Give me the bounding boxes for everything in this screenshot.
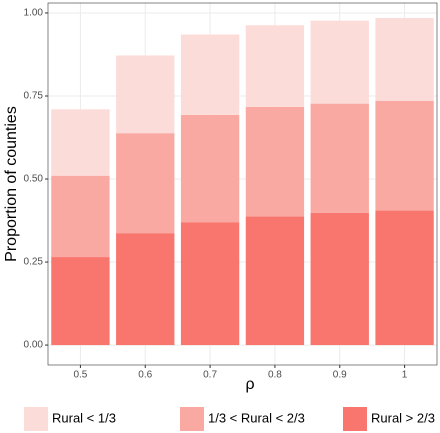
y-tick-label: 0.00: [24, 340, 44, 351]
bar-segment: [375, 100, 434, 211]
x-tick-label: 0.5: [73, 370, 87, 381]
x-tick-label: 0.7: [203, 370, 217, 381]
x-tick-label: 0.8: [268, 370, 282, 381]
y-tick-label: 0.75: [24, 91, 44, 102]
bar-segment: [180, 114, 240, 223]
legend-swatch: [343, 407, 367, 431]
y-tick-label: 0.25: [24, 257, 44, 268]
bar-segment: [375, 210, 434, 346]
bar-segment: [310, 212, 369, 346]
bar-segment: [245, 25, 305, 107]
legend-label: Rural > 2/3: [371, 410, 435, 425]
plot-background: [48, 3, 437, 365]
y-tick-label: 1.00: [24, 8, 44, 19]
bar-segment: [245, 106, 305, 217]
bar-segment: [180, 222, 240, 346]
bar-segment: [116, 133, 175, 234]
bar-segment: [116, 233, 175, 346]
legend-label: 1/3 < Rural < 2/3: [208, 410, 305, 425]
bar-segment: [51, 257, 110, 346]
x-tick-label: 0.9: [333, 370, 347, 381]
bar-segment: [180, 34, 240, 115]
y-tick-label: 0.50: [24, 174, 44, 185]
bar-segment: [310, 20, 369, 104]
plot-border: [47, 2, 438, 366]
bar-segment: [51, 109, 110, 176]
bar-segment: [245, 216, 305, 346]
legend-swatch: [180, 407, 204, 431]
x-tick-label: 1: [402, 370, 408, 381]
legend-swatch: [24, 407, 48, 431]
legend-label: Rural < 1/3: [52, 410, 116, 425]
bar-segment: [51, 175, 110, 258]
bar-segment: [310, 103, 369, 213]
y-axis-title: Proportion of counties: [3, 106, 20, 262]
x-axis-title: ρ: [245, 376, 254, 393]
bar-segment: [116, 55, 175, 134]
x-tick-label: 0.6: [138, 370, 152, 381]
bar-segment: [375, 17, 434, 101]
